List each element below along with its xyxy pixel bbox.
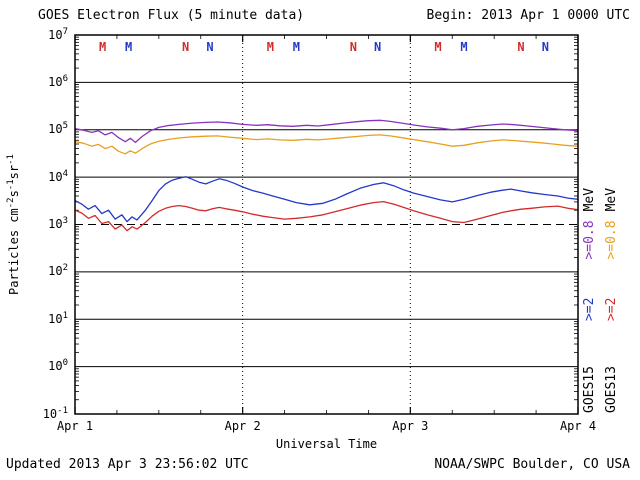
credit-label: NOAA/SWPC Boulder, CO USA [434, 457, 630, 472]
series-lines [74, 119, 579, 232]
y-axis-label: Particles cm-2s-1sr-1 [6, 35, 21, 414]
y-axis-label-part: sr [7, 164, 21, 180]
time-marker-m: M [293, 40, 300, 54]
x-axis-label: Universal Time [275, 437, 378, 451]
plot-border [74, 34, 579, 415]
y-axis-label-part: Particles cm [7, 208, 21, 295]
series-goes15-2mev [74, 176, 579, 223]
y-axis-label-part: -1 [6, 179, 16, 191]
series-goes13-2mev [74, 200, 579, 232]
time-marker-m: M [125, 40, 132, 54]
updated-label: Updated 2013 Apr 3 23:56:02 UTC [6, 457, 249, 472]
time-marker-n: N [182, 40, 189, 54]
time-marker-n: N [350, 40, 357, 54]
y-axis-label-part: -2 [6, 197, 16, 209]
time-marker-m: M [434, 40, 441, 54]
time-marker-m: M [267, 40, 274, 54]
series-goes15-08mev [74, 119, 579, 144]
y-axis-label-part: s [7, 190, 21, 198]
time-marker-n: N [517, 40, 524, 54]
time-marker-m: M [460, 40, 467, 54]
time-marker-n: N [206, 40, 213, 54]
begin-label: Begin: 2013 Apr 1 0000 UTC [426, 8, 631, 23]
chart-title: GOES Electron Flux (5 minute data) [38, 8, 305, 23]
time-marker-n: N [542, 40, 549, 54]
series-goes13-08mev [74, 134, 579, 155]
gridlines [75, 35, 578, 414]
time-marker-n: N [374, 40, 381, 54]
y-axis-label-part: -1 [6, 154, 16, 165]
time-marker-m: M [99, 40, 106, 54]
